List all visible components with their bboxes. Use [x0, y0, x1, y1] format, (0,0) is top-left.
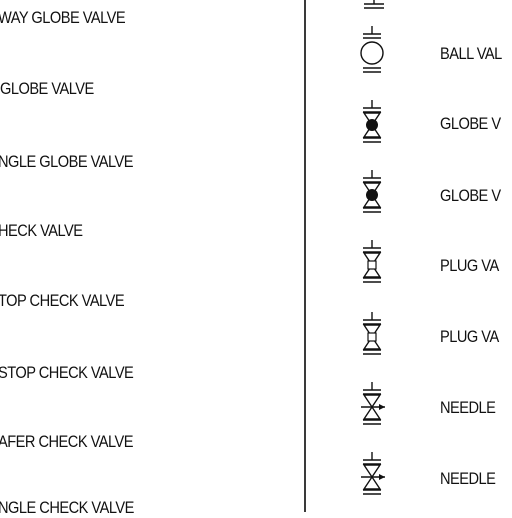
label-right-3: GLOBE V [440, 186, 501, 205]
ball-valve-icon [360, 26, 384, 73]
label-right-2: GLOBE V [440, 114, 501, 133]
globe-valve-icon [362, 170, 382, 213]
globe-valve-icon [362, 100, 382, 143]
label-left-3: NGLE GLOBE VALVE [0, 152, 134, 171]
label-right-5: PLUG VA [440, 327, 499, 346]
partial-valve-icon [364, 0, 384, 9]
label-left-5: TOP CHECK VALVE [0, 291, 125, 310]
label-left-4: HECK VALVE [0, 221, 83, 240]
needle-valve-icon [361, 452, 385, 495]
label-left-2: GLOBE VALVE [0, 79, 94, 98]
label-left-1: WAY GLOBE VALVE [0, 8, 126, 27]
label-right-1: BALL VAL [440, 44, 502, 63]
needle-valve-icon [361, 382, 385, 425]
label-right-6: NEEDLE [440, 398, 496, 417]
plug-valve-icon [362, 240, 382, 283]
plug-valve-icon [362, 312, 382, 355]
label-right-4: PLUG VA [440, 256, 499, 275]
label-left-6: STOP CHECK VALVE [0, 363, 134, 382]
label-left-8: NGLE CHECK VALVE [0, 498, 134, 517]
label-left-7: AFER CHECK VALVE [0, 432, 134, 451]
column-divider [304, 0, 306, 512]
label-right-7: NEEDLE [440, 469, 496, 488]
